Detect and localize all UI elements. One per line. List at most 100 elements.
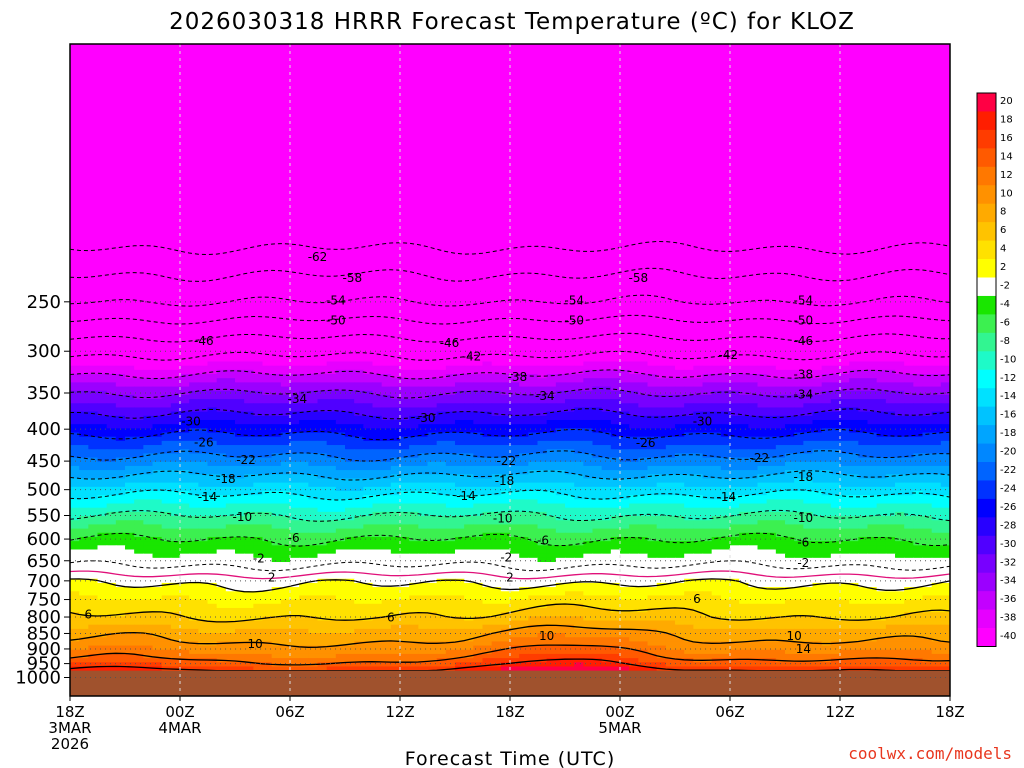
temp-cell bbox=[665, 173, 676, 179]
temp-cell bbox=[345, 44, 355, 49]
temp-cell bbox=[253, 169, 264, 175]
temp-cell bbox=[940, 73, 950, 79]
temp-cell bbox=[537, 190, 548, 195]
temp-cell bbox=[592, 186, 603, 191]
temp-cell bbox=[665, 98, 676, 104]
temp-cell bbox=[134, 206, 144, 212]
temp-cell bbox=[510, 115, 520, 120]
temp-cell bbox=[849, 85, 859, 91]
temp-cell bbox=[592, 211, 603, 216]
temp-cell bbox=[88, 77, 99, 83]
temp-cell bbox=[418, 56, 429, 62]
temp-cell bbox=[620, 223, 630, 229]
temp-cell bbox=[931, 94, 942, 99]
temp-cell bbox=[262, 231, 273, 237]
temp-cell bbox=[262, 248, 273, 254]
temp-cell bbox=[235, 160, 245, 166]
temp-cell bbox=[207, 227, 218, 233]
temp-cell bbox=[143, 165, 154, 170]
temp-cell bbox=[565, 110, 575, 116]
temp-cell bbox=[271, 81, 282, 87]
temp-cell bbox=[601, 135, 612, 141]
temp-cell bbox=[455, 144, 465, 150]
temp-cell bbox=[427, 131, 438, 137]
temp-cell bbox=[280, 106, 291, 112]
temp-cell bbox=[922, 131, 933, 137]
temp-cell bbox=[821, 223, 832, 229]
temp-cell bbox=[143, 244, 154, 250]
temp-cell bbox=[418, 81, 429, 87]
temp-cell bbox=[656, 257, 667, 262]
temp-cell bbox=[143, 94, 154, 99]
temp-cell bbox=[785, 240, 795, 246]
temp-cell bbox=[390, 89, 401, 95]
temp-cell bbox=[702, 248, 713, 254]
temp-cell bbox=[445, 219, 456, 225]
temp-cell bbox=[363, 202, 374, 208]
temp-cell bbox=[775, 127, 786, 133]
temp-cell bbox=[830, 160, 841, 166]
temp-cell bbox=[702, 244, 713, 250]
temp-cell bbox=[345, 236, 355, 241]
temp-cell bbox=[785, 252, 795, 258]
temp-cell bbox=[702, 140, 713, 145]
temp-cell bbox=[730, 211, 740, 216]
temp-cell bbox=[198, 60, 209, 66]
temp-cell bbox=[620, 123, 630, 129]
temp-cell bbox=[216, 148, 227, 154]
temp-cell bbox=[574, 110, 584, 116]
temp-cell bbox=[620, 231, 630, 237]
temp-cell bbox=[546, 48, 557, 53]
temp-cell bbox=[885, 106, 896, 112]
temp-cell bbox=[601, 248, 612, 254]
temp-cell bbox=[482, 194, 493, 200]
temp-cell bbox=[592, 252, 603, 258]
temp-cell bbox=[500, 190, 511, 195]
temp-cell bbox=[638, 198, 649, 204]
temp-cell bbox=[711, 211, 722, 216]
temp-cell bbox=[620, 219, 630, 225]
temp-cell bbox=[720, 94, 731, 99]
temp-cell bbox=[326, 202, 337, 208]
temp-cell bbox=[436, 140, 447, 145]
temp-cell bbox=[757, 160, 768, 166]
temp-cell bbox=[656, 52, 667, 58]
temp-cell bbox=[500, 140, 511, 145]
temp-cell bbox=[299, 223, 309, 229]
temp-cell bbox=[170, 123, 181, 129]
temp-cell bbox=[308, 215, 319, 221]
temp-cell bbox=[253, 240, 264, 246]
temp-cell bbox=[812, 215, 823, 221]
temp-cell bbox=[418, 64, 429, 70]
temp-cell bbox=[785, 44, 795, 49]
temp-cell bbox=[565, 69, 575, 74]
temp-cell bbox=[720, 152, 731, 158]
temp-cell bbox=[675, 110, 685, 116]
temp-cell bbox=[739, 106, 749, 112]
temp-cell bbox=[79, 177, 89, 183]
temp-cell bbox=[638, 165, 649, 170]
temp-cell bbox=[207, 81, 218, 87]
temp-cell bbox=[510, 177, 520, 183]
temp-cell bbox=[638, 244, 649, 250]
temp-cell bbox=[400, 52, 410, 58]
temp-cell bbox=[555, 60, 566, 66]
temp-cell bbox=[565, 56, 575, 62]
temp-cell bbox=[436, 60, 447, 66]
temp-cell bbox=[785, 173, 795, 179]
temp-cell bbox=[363, 215, 374, 221]
temp-cell bbox=[363, 48, 374, 53]
temp-cell bbox=[326, 148, 337, 154]
temp-cell bbox=[922, 215, 933, 221]
temp-cell bbox=[803, 152, 814, 158]
temp-cell bbox=[436, 173, 447, 179]
temp-cell bbox=[720, 127, 731, 133]
temp-cell bbox=[262, 48, 273, 53]
temp-cell bbox=[482, 215, 493, 221]
temp-cell bbox=[601, 219, 612, 225]
temp-cell bbox=[482, 127, 493, 133]
temp-cell bbox=[79, 119, 89, 124]
temp-cell bbox=[775, 181, 786, 187]
temp-cell bbox=[363, 236, 374, 241]
temp-cell bbox=[931, 106, 942, 112]
